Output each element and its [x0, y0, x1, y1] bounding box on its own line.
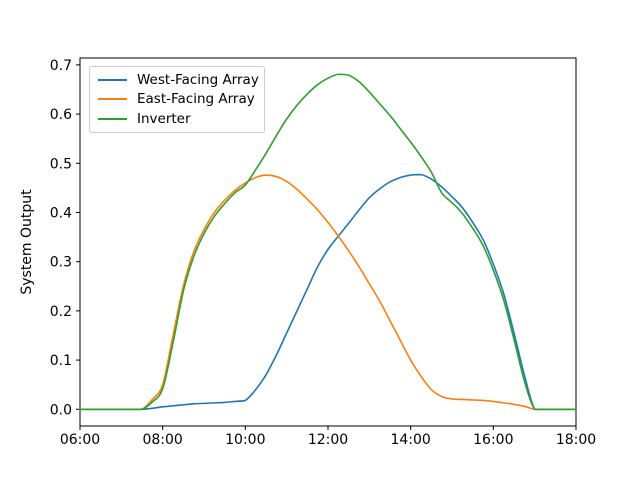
x-tick-label: 08:00 — [142, 432, 182, 448]
legend-line-sample-east — [98, 98, 127, 101]
y-tick-label: 0.1 — [50, 353, 72, 369]
x-tick-label: 16:00 — [473, 432, 513, 448]
series-layer — [79, 73, 577, 411]
axes-layer: 06:00 08:00 10:00 12:00 14:00 16:00 18:00 0.0 0.… — [50, 57, 596, 448]
legend-label: West-Facing Array — [137, 71, 259, 88]
legend-item-inverter: Inverter — [90, 110, 264, 128]
y-tick-label: 0.4 — [50, 205, 72, 221]
legend-item-west-facing-array: West-Facing Array — [90, 71, 264, 89]
legend-line-sample-inverter — [98, 118, 127, 121]
legend: West-Facing Array East-Facing Array Inve… — [89, 66, 265, 133]
series-path-east-facing-array — [79, 174, 577, 411]
x-tick-label: 14:00 — [390, 432, 430, 448]
legend-label: East-Facing Array — [137, 91, 255, 108]
legend-item-east-facing-array: East-Facing Array — [90, 90, 264, 108]
x-tick-label: 12:00 — [308, 432, 348, 448]
x-tick-label: 10:00 — [225, 432, 265, 448]
x-tick-label: 18:00 — [556, 432, 596, 448]
y-tick-label: 0.0 — [50, 402, 72, 418]
y-tick-label: 0.7 — [50, 58, 72, 74]
x-tick-label: 06:00 — [60, 432, 100, 448]
y-tick-label: 0.5 — [50, 156, 72, 172]
series-path-inverter — [79, 73, 577, 411]
legend-label: Inverter — [137, 111, 191, 128]
series-path-west-facing-array — [79, 173, 577, 411]
legend-line-sample-west — [98, 78, 127, 81]
y-axis-label: System Output — [19, 189, 35, 295]
y-tick-label: 0.6 — [50, 107, 72, 123]
y-tick-label: 0.3 — [50, 255, 72, 271]
y-tick-label: 0.2 — [50, 304, 72, 320]
